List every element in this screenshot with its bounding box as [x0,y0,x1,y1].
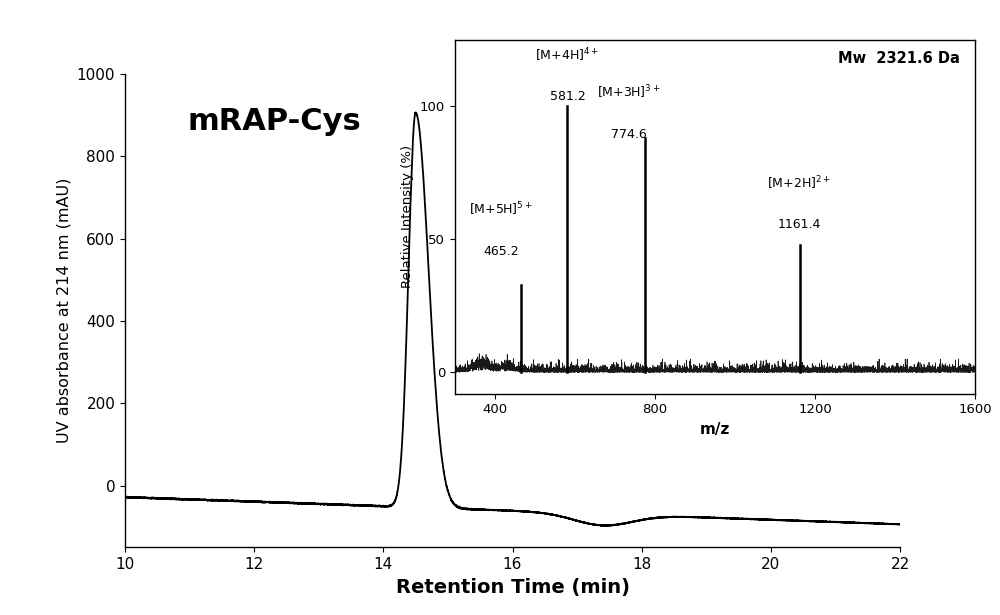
X-axis label: Retention Time (min): Retention Time (min) [396,577,630,597]
Y-axis label: UV absorbance at 214 nm (mAU): UV absorbance at 214 nm (mAU) [56,178,71,443]
Text: Mw  2321.6 Da: Mw 2321.6 Da [838,50,959,66]
Text: 774.6: 774.6 [611,128,647,141]
Text: mRAP-Cys: mRAP-Cys [187,107,361,136]
Text: [M+3H]$^{3+}$: [M+3H]$^{3+}$ [597,84,661,101]
Text: [M+2H]$^{2+}$: [M+2H]$^{2+}$ [767,174,832,191]
Text: [M+4H]$^{4+}$: [M+4H]$^{4+}$ [535,46,600,64]
Text: 581.2: 581.2 [550,90,585,103]
Text: [M+5H]$^{5+}$: [M+5H]$^{5+}$ [469,200,533,218]
X-axis label: m/z: m/z [700,422,730,437]
Text: 1161.4: 1161.4 [778,218,821,231]
Text: 465.2: 465.2 [483,245,519,258]
Y-axis label: Relative Intensity (%): Relative Intensity (%) [401,145,414,288]
